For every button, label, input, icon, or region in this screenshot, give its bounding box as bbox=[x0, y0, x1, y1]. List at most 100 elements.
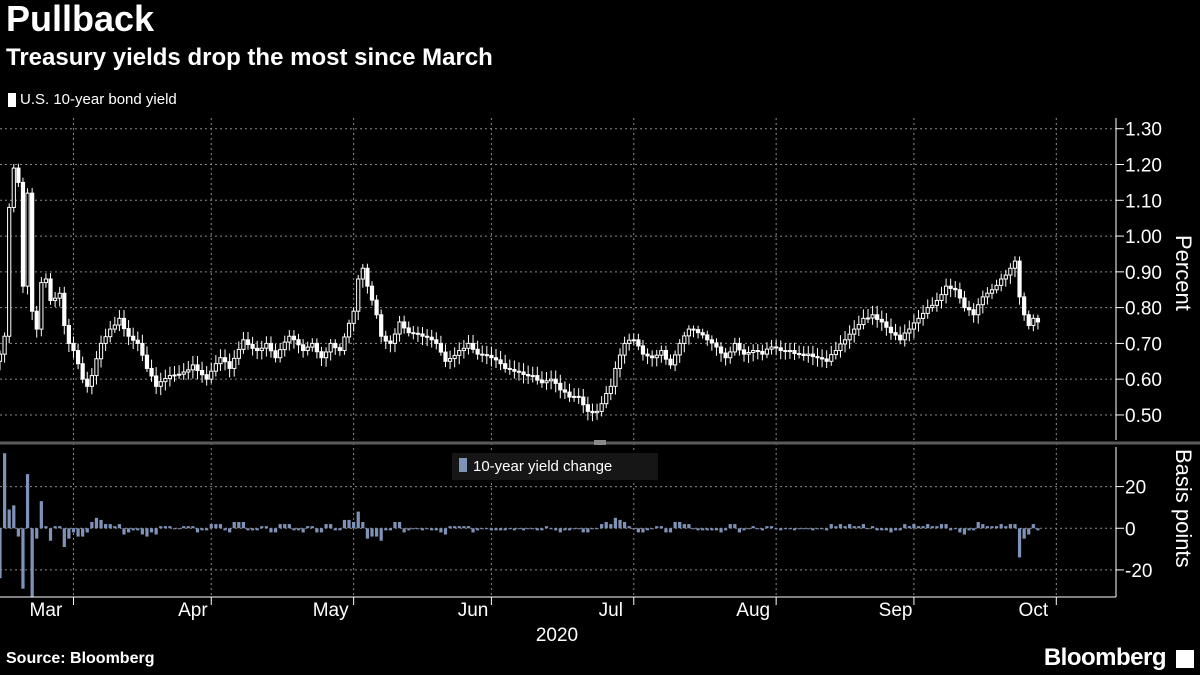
bloomberg-terminal-icon bbox=[1176, 650, 1194, 668]
candle-body-down bbox=[558, 382, 563, 391]
candle-body-up bbox=[856, 324, 861, 330]
candle-body-up bbox=[911, 322, 917, 330]
candle bbox=[1026, 310, 1031, 330]
candle-body-down bbox=[296, 339, 301, 346]
change-bar bbox=[540, 528, 544, 531]
change-bar bbox=[126, 528, 131, 533]
y-tick-label: 1.00 bbox=[1125, 227, 1162, 248]
candle bbox=[48, 273, 53, 305]
candle-body-up bbox=[916, 317, 921, 324]
change-bar bbox=[1022, 528, 1026, 539]
change-bar bbox=[733, 524, 737, 529]
candle bbox=[650, 350, 655, 367]
candle-body-down bbox=[195, 364, 200, 371]
candle bbox=[824, 350, 829, 369]
change-bar bbox=[145, 528, 149, 537]
change-bar bbox=[563, 528, 567, 531]
candle-body-down bbox=[227, 361, 232, 369]
candle bbox=[379, 309, 384, 343]
candle-body-down bbox=[797, 353, 802, 356]
change-bar bbox=[53, 526, 57, 529]
candle-body-down bbox=[438, 342, 443, 353]
candle bbox=[493, 348, 499, 368]
change-bar bbox=[838, 524, 843, 529]
change-bar bbox=[292, 528, 296, 531]
change-bar bbox=[586, 528, 590, 533]
candle-body-down bbox=[962, 297, 967, 309]
candle bbox=[654, 349, 659, 367]
candle-body-down bbox=[126, 328, 131, 337]
candle bbox=[484, 345, 489, 365]
candle-body-down bbox=[420, 333, 425, 337]
candle bbox=[645, 348, 650, 365]
candle-body-up bbox=[39, 282, 44, 330]
change-bar bbox=[0, 528, 2, 579]
candle-body-up bbox=[209, 370, 214, 380]
change-bar bbox=[338, 528, 342, 531]
change-bar bbox=[347, 519, 351, 529]
candle-body-up bbox=[241, 339, 246, 350]
candle bbox=[686, 325, 691, 345]
candle-body-up bbox=[549, 378, 554, 382]
candle bbox=[475, 340, 480, 360]
change-bar bbox=[140, 528, 144, 535]
candle-body-down bbox=[645, 353, 650, 357]
candle bbox=[801, 346, 806, 361]
candle bbox=[921, 305, 926, 326]
candle bbox=[199, 361, 205, 383]
candle bbox=[526, 365, 531, 385]
change-bar bbox=[682, 524, 686, 529]
candle bbox=[177, 365, 182, 379]
candle-body-up bbox=[259, 347, 264, 352]
change-bar bbox=[852, 526, 856, 529]
change-bar bbox=[889, 528, 893, 533]
candle bbox=[190, 356, 195, 379]
x-tick-label: Mar bbox=[30, 600, 63, 621]
change-bar bbox=[402, 528, 406, 533]
candle-body-up bbox=[829, 354, 834, 362]
change-bar bbox=[636, 528, 640, 533]
candle-body-up bbox=[108, 328, 113, 338]
change-bar bbox=[1036, 528, 1040, 531]
candle-body-up bbox=[833, 350, 838, 356]
change-bar bbox=[163, 526, 167, 529]
candle bbox=[383, 330, 388, 350]
candle-body-down bbox=[760, 350, 765, 355]
candle bbox=[916, 309, 921, 332]
change-bar bbox=[370, 528, 374, 537]
candle-body-down bbox=[379, 314, 384, 337]
candle bbox=[80, 356, 85, 384]
candle bbox=[406, 321, 411, 337]
candle bbox=[429, 329, 434, 348]
candle bbox=[723, 347, 728, 366]
candle bbox=[328, 339, 333, 361]
change-bar bbox=[728, 524, 732, 529]
change-bar bbox=[645, 528, 650, 531]
change-bar bbox=[710, 528, 714, 531]
candle bbox=[480, 345, 485, 363]
candle bbox=[351, 307, 356, 332]
candle-body-down bbox=[700, 332, 705, 336]
y-axis-title-bottom: Basis points bbox=[1171, 449, 1196, 568]
change-bar bbox=[333, 528, 337, 531]
change-bar bbox=[287, 524, 291, 529]
candle bbox=[461, 340, 466, 359]
candle bbox=[25, 188, 30, 295]
change-bar bbox=[186, 526, 190, 529]
candle bbox=[181, 363, 186, 380]
candle bbox=[310, 338, 315, 352]
candle bbox=[870, 305, 875, 325]
candle-body-up bbox=[985, 292, 990, 298]
change-bar bbox=[714, 528, 719, 531]
change-bar bbox=[255, 528, 259, 531]
change-bar bbox=[967, 528, 971, 531]
candle bbox=[847, 325, 852, 349]
candle-body-up bbox=[1012, 260, 1018, 269]
candle bbox=[966, 300, 972, 316]
candle bbox=[1012, 256, 1018, 278]
change-bar bbox=[62, 528, 66, 547]
source-note: Source: Bloomberg bbox=[6, 650, 155, 667]
y-tick-label: 0.70 bbox=[1125, 334, 1162, 355]
candle bbox=[999, 273, 1004, 292]
candle-body-up bbox=[447, 358, 453, 362]
